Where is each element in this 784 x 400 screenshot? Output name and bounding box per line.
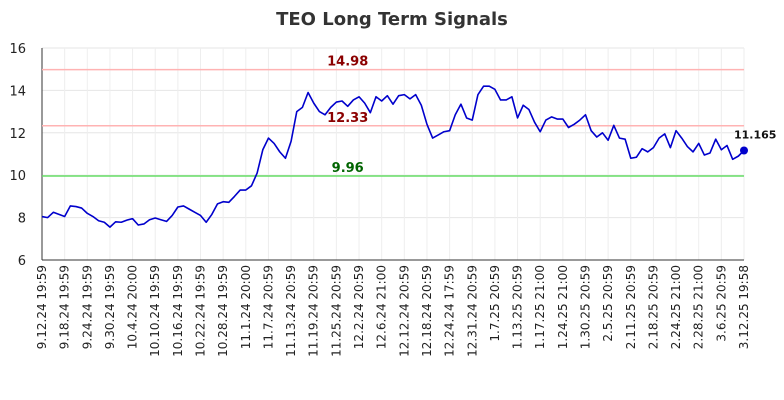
x-tick-label: 12.18.24 20:59 xyxy=(420,265,434,357)
x-tick-label: 11.7.24 20:59 xyxy=(261,265,275,349)
y-tick-label: 10 xyxy=(9,169,26,184)
y-tick-label: 16 xyxy=(9,42,26,57)
x-tick-label: 12.6.24 21:00 xyxy=(375,265,389,349)
x-tick-label: 9.18.24 19:59 xyxy=(58,265,72,349)
reference-line-label: 14.98 xyxy=(327,55,368,70)
x-tick-label: 9.12.24 19:59 xyxy=(35,265,49,349)
y-tick-label: 12 xyxy=(9,127,26,142)
x-tick-label: 1.24.25 21:00 xyxy=(556,265,570,349)
x-tick-label: 12.24.24 17:59 xyxy=(443,265,457,357)
x-tick-label: 2.11.25 20:59 xyxy=(624,265,638,349)
reference-line-label: 9.96 xyxy=(332,161,364,176)
x-tick-label: 10.16.24 19:59 xyxy=(171,265,185,357)
x-tick-label: 2.5.25 20:59 xyxy=(601,265,615,342)
y-tick-label: 14 xyxy=(9,84,26,99)
x-tick-label: 2.18.25 20:59 xyxy=(646,265,660,349)
chart-title: TEO Long Term Signals xyxy=(276,9,508,30)
y-axis-ticks: 6 8 10 12 14 16 xyxy=(9,42,26,269)
x-tick-label: 10.28.24 19:59 xyxy=(216,265,230,357)
reference-line-label: 12.33 xyxy=(327,111,368,126)
x-axis-ticks: 9.12.24 19:59 9.18.24 19:59 9.24.24 19:59 9… xyxy=(35,265,751,357)
x-tick-label: 12.31.24 20:59 xyxy=(465,265,479,357)
x-tick-label: 12.12.24 20:59 xyxy=(397,265,411,357)
x-tick-label: 11.25.24 20:59 xyxy=(329,265,343,357)
x-tick-label: 1.30.25 20:59 xyxy=(578,265,592,349)
series-group: 11.165 xyxy=(41,85,776,228)
x-tick-label: 3.12.25 19:58 xyxy=(737,265,751,349)
series-line xyxy=(41,85,745,228)
x-tick-label: 1.13.25 20:59 xyxy=(511,265,525,349)
x-tick-label: 11.13.24 20:59 xyxy=(284,265,298,357)
x-tick-label: 10.10.24 19:59 xyxy=(148,265,162,357)
grid-group xyxy=(41,47,745,261)
y-tick-label: 8 xyxy=(18,212,26,227)
x-tick-label: 9.24.24 19:59 xyxy=(80,265,94,349)
last-value-label: 11.165 xyxy=(734,129,776,142)
last-point-marker xyxy=(740,146,748,155)
x-tick-label: 11.1.24 20:00 xyxy=(239,265,253,349)
x-tick-label: 2.24.25 21:00 xyxy=(669,265,683,349)
x-tick-label: 3.6.25 20:59 xyxy=(714,265,728,342)
x-tick-label: 1.17.25 21:00 xyxy=(533,265,547,349)
x-tick-label: 10.22.24 19:59 xyxy=(194,265,208,357)
x-tick-label: 11.19.24 20:59 xyxy=(307,265,321,357)
x-tick-label: 12.2.24 20:59 xyxy=(352,265,366,349)
x-tick-label: 1.7.25 20:59 xyxy=(488,265,502,342)
reference-lines-group: 14.98 12.33 9.96 xyxy=(42,55,744,177)
x-tick-label: 10.4.24 20:00 xyxy=(126,265,140,349)
x-tick-label: 2.28.25 21:00 xyxy=(692,265,706,349)
x-tick-label: 9.30.24 19:59 xyxy=(103,265,117,349)
y-tick-label: 6 xyxy=(18,254,26,269)
